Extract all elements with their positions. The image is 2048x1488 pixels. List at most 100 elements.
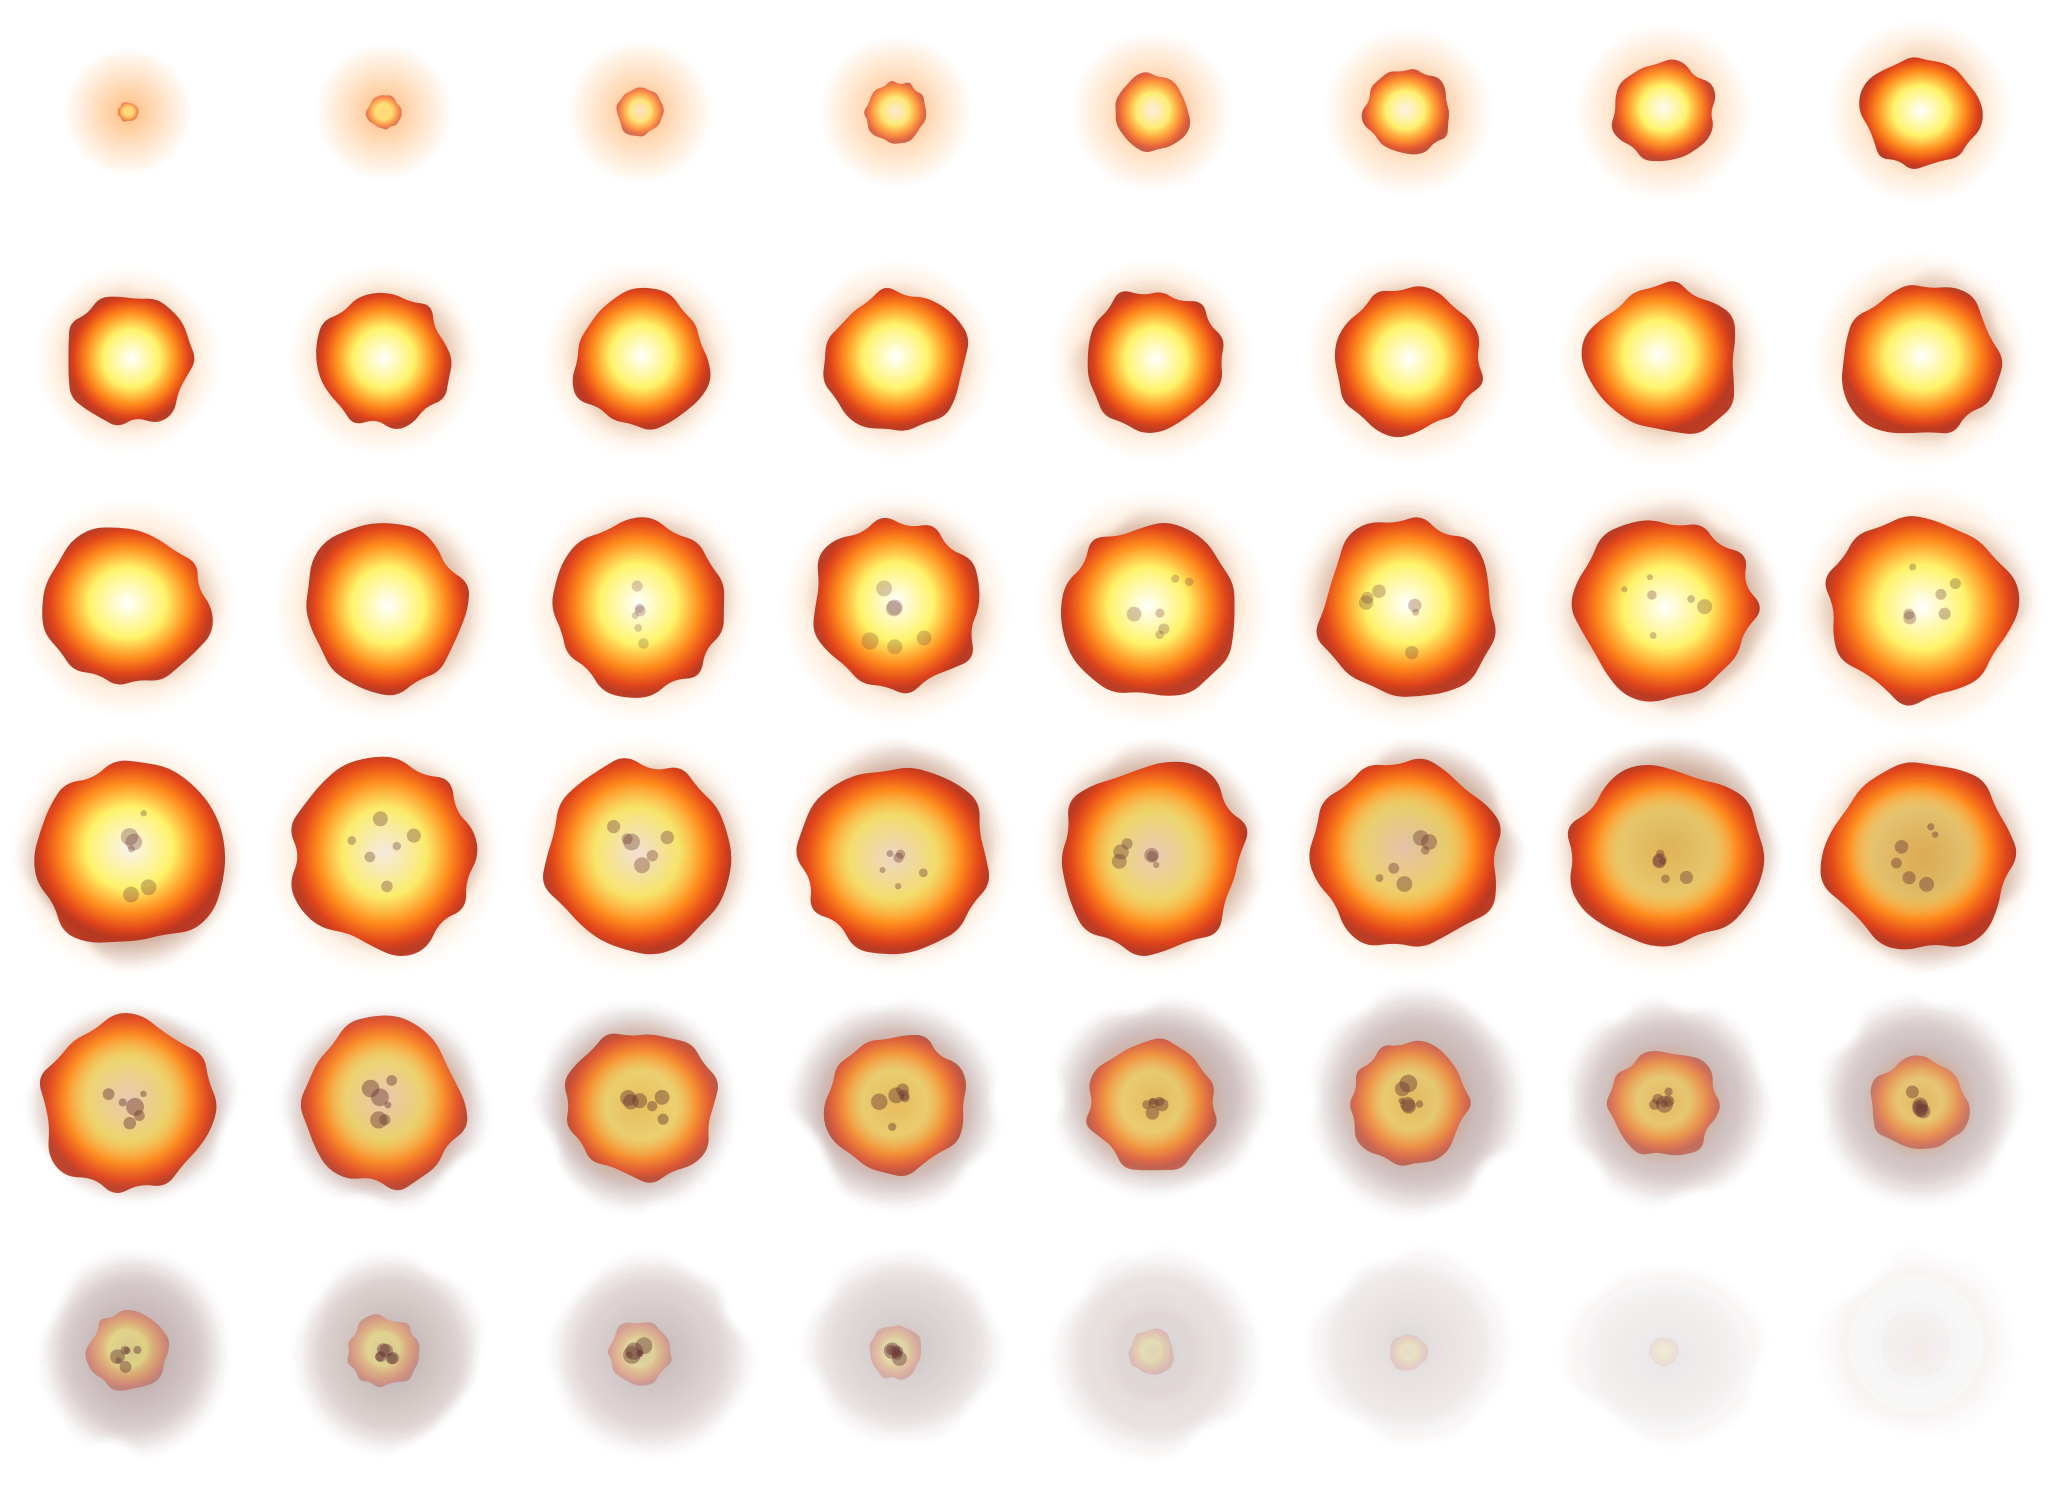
ember-fleck <box>660 830 675 845</box>
ember-fleck <box>1121 838 1133 850</box>
ember-fleck <box>1891 857 1902 869</box>
ember-fleck <box>876 580 893 597</box>
ember-fleck <box>888 1122 897 1131</box>
ember-fleck <box>861 632 879 650</box>
ember-fleck <box>1931 831 1939 838</box>
ember-fleck <box>1149 1098 1156 1105</box>
fireball <box>1128 1328 1174 1375</box>
ember-fleck <box>1148 1098 1159 1109</box>
ember-fleck <box>1375 874 1384 883</box>
ember-fleck <box>1394 1081 1410 1097</box>
explosion-frame-2 <box>256 0 512 248</box>
ember-fleck <box>127 845 135 853</box>
ember-fleck <box>634 603 645 614</box>
explosion-frame-4 <box>768 0 1024 248</box>
fireball <box>39 1013 217 1194</box>
explosion-frame-7 <box>1536 0 1792 248</box>
explosion-sprite <box>1545 737 1783 975</box>
ember-fleck <box>887 639 903 655</box>
ember-fleck <box>634 624 643 632</box>
fireball <box>85 1309 170 1391</box>
fireball <box>316 292 452 430</box>
ember-fleck <box>1660 1100 1669 1108</box>
explosion-sprite <box>787 999 1002 1212</box>
ember-fleck <box>1400 1096 1416 1112</box>
ember-fleck <box>376 1343 390 1357</box>
ember-fleck <box>1655 1095 1673 1113</box>
ember-fleck <box>387 1351 400 1365</box>
explosion-sprite <box>265 737 503 975</box>
ember-fleck <box>1412 608 1420 616</box>
explosion-frame-21 <box>1024 490 1280 744</box>
ember-fleck <box>635 1337 653 1355</box>
ember-fleck <box>386 1075 398 1086</box>
ember-fleck <box>1697 599 1713 615</box>
ember-fleck <box>1915 1100 1923 1108</box>
ember-fleck <box>634 857 651 874</box>
ember-fleck <box>885 600 902 617</box>
ember-fleck <box>371 1088 389 1107</box>
fireball <box>1334 286 1483 438</box>
fireball <box>68 296 195 426</box>
ember-fleck <box>1171 574 1180 583</box>
ember-fleck <box>1113 844 1129 860</box>
explosion-frame-8 <box>1792 0 2048 248</box>
fireball <box>823 287 969 431</box>
fireball <box>869 1325 922 1380</box>
explosion-frame-32 <box>1792 737 2048 992</box>
fireball <box>1361 69 1450 155</box>
explosion-sprite <box>1071 31 1233 193</box>
ember-fleck <box>625 1342 643 1360</box>
ember-fleck <box>1909 563 1917 571</box>
explosion-sprite <box>34 266 222 454</box>
ember-fleck <box>1912 1097 1928 1113</box>
ember-fleck <box>1405 645 1419 660</box>
ember-fleck <box>623 1094 639 1110</box>
ember-fleck <box>1938 607 1951 620</box>
explosion-frame-38 <box>1280 984 1536 1240</box>
ember-fleck <box>140 879 157 896</box>
explosion-frame-42 <box>256 1240 512 1488</box>
ember-fleck <box>1415 1100 1424 1108</box>
ember-fleck <box>120 1345 130 1355</box>
ember-fleck <box>1903 608 1915 620</box>
ember-fleck <box>1687 595 1695 603</box>
fireball <box>552 517 725 698</box>
ember-fleck <box>1658 857 1666 865</box>
explosion-frame-19 <box>512 494 768 744</box>
ember-fleck <box>361 1079 380 1098</box>
fireball <box>1859 57 1983 169</box>
explosion-sprite <box>315 43 453 181</box>
ember-fleck <box>392 841 402 851</box>
fireball <box>564 1033 718 1183</box>
ember-fleck <box>379 1343 393 1358</box>
explosion-sprite <box>1796 484 2044 732</box>
explosion-sprite <box>533 1001 736 1213</box>
ember-fleck <box>120 828 139 846</box>
ember-fleck <box>133 1110 145 1122</box>
explosion-sprite <box>1034 490 1270 726</box>
ember-fleck <box>647 1100 658 1112</box>
explosion-frame-5 <box>1024 0 1280 248</box>
ember-fleck <box>631 580 643 592</box>
explosion-frame-13 <box>1024 248 1280 496</box>
ember-fleck <box>898 1089 910 1101</box>
fireball <box>1648 1337 1679 1367</box>
fireball <box>1910 1341 1931 1363</box>
ember-fleck <box>102 1088 115 1101</box>
fireball <box>1820 762 2017 950</box>
ember-fleck <box>896 1083 909 1097</box>
fireball <box>1061 761 1248 957</box>
ember-fleck <box>621 833 633 845</box>
explosion-frame-15 <box>1536 248 1792 496</box>
ember-fleck <box>1913 1103 1928 1118</box>
fireball <box>813 517 980 694</box>
ember-fleck <box>140 1090 147 1097</box>
fireball <box>1389 1334 1429 1371</box>
explosion-sprite <box>796 260 996 460</box>
ember-fleck <box>1388 862 1400 874</box>
fireball <box>1060 522 1235 696</box>
ember-fleck <box>384 1101 392 1109</box>
explosion-frame-47 <box>1536 1240 1792 1488</box>
